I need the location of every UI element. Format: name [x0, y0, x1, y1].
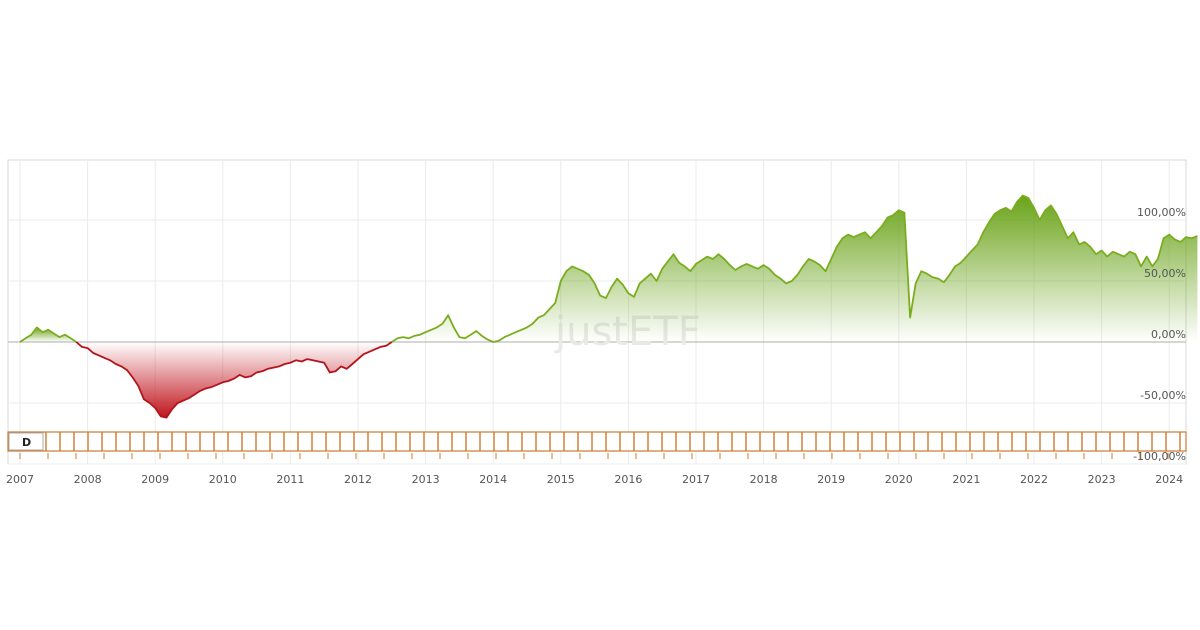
x-tick-label: 2018 [750, 473, 778, 486]
positive-area [20, 327, 77, 342]
y-tick-label: -100,00% [1133, 450, 1186, 463]
x-tick-label: 2015 [547, 473, 575, 486]
negative-area [76, 342, 392, 418]
x-tick-label: 2009 [141, 473, 169, 486]
y-tick-label: -50,00% [1140, 389, 1186, 402]
x-tick-label: 2013 [412, 473, 440, 486]
period-button-label[interactable]: D [22, 436, 31, 449]
y-tick-label: 50,00% [1144, 267, 1186, 280]
area-fill [20, 195, 1198, 418]
y-axis: 100,00% 50,00% 0,00% -50,00% -100,00% [1133, 206, 1186, 463]
x-tick-label: 2014 [479, 473, 507, 486]
x-tick-label: 2021 [952, 473, 980, 486]
negative-series-line [75, 341, 393, 419]
navigator[interactable]: D [7, 431, 1187, 459]
y-tick-label: 100,00% [1137, 206, 1186, 219]
x-tick-label: 2008 [74, 473, 102, 486]
positive-series-line [19, 326, 77, 343]
series-line [19, 194, 1198, 419]
positive-area [391, 195, 1198, 342]
x-tick-label: 2016 [614, 473, 642, 486]
x-tick-label: 2024 [1155, 473, 1183, 486]
x-tick-label: 2019 [817, 473, 845, 486]
x-tick-label: 2017 [682, 473, 710, 486]
navigator-track[interactable] [7, 431, 1187, 452]
period-button[interactable] [8, 432, 44, 451]
x-tick-label: 2022 [1020, 473, 1048, 486]
x-tick-label: 2020 [885, 473, 913, 486]
x-tick-label: 2023 [1088, 473, 1116, 486]
x-tick-label: 2011 [276, 473, 304, 486]
positive-series-line [391, 194, 1198, 343]
x-tick-label: 2012 [344, 473, 372, 486]
x-tick-label: 2010 [209, 473, 237, 486]
x-tick-label: 2007 [6, 473, 34, 486]
y-tick-label: 0,00% [1151, 328, 1186, 341]
x-axis: 2007 2008 2009 2010 2011 2012 2013 2014 2015 2016… [6, 473, 1183, 486]
